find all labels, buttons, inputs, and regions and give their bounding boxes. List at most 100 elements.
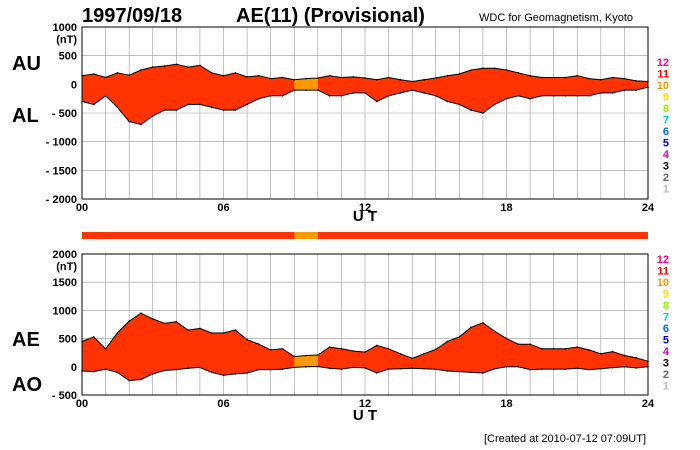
x-tick-label: 18 [500, 398, 512, 410]
data-point-au [258, 74, 260, 77]
data-point-ao [140, 378, 142, 381]
strip-segment-highlight [294, 232, 318, 239]
area-fill [82, 313, 648, 381]
data-point-au [493, 67, 496, 70]
data-point-ae [411, 357, 414, 360]
y-tick-label: - 2000 [46, 194, 77, 206]
area-fill-highlight [294, 78, 318, 91]
data-point-au [128, 74, 130, 76]
data-point-au [222, 74, 225, 77]
station-count-label: 5 [663, 335, 669, 347]
station-count-label: 2 [663, 172, 669, 184]
y-tick-label: 1000 [53, 305, 77, 317]
data-point-au [588, 77, 590, 80]
station-count-label: 6 [663, 126, 669, 138]
data-point-al [352, 92, 355, 94]
data-point-ao [435, 368, 437, 371]
data-point-ao [305, 366, 307, 368]
data-point-ao [210, 371, 213, 374]
data-point-ae [635, 357, 637, 359]
data-point-al [493, 103, 496, 106]
data-point-al [564, 95, 567, 97]
strip-segment [82, 232, 648, 239]
data-point-al [635, 89, 637, 91]
station-count-label: 3 [663, 161, 669, 173]
data-point-al [623, 89, 626, 91]
data-point-al [376, 100, 378, 103]
data-point-ae [517, 343, 520, 346]
data-point-au [269, 77, 272, 80]
data-point-ae [446, 340, 449, 343]
x-tick-label: 12 [359, 398, 371, 410]
data-point-ao [340, 368, 343, 370]
data-point-ae [187, 329, 189, 331]
data-point-al [234, 109, 237, 111]
data-point-au [387, 76, 390, 79]
data-point-al [281, 95, 284, 97]
data-point-ae [340, 348, 343, 350]
data-point-al [387, 95, 390, 97]
data-point-au [564, 76, 567, 79]
data-point-al [588, 95, 590, 97]
data-point-ae [246, 338, 248, 341]
y-tick-label: 0 [71, 362, 77, 374]
data-point-al [152, 115, 154, 117]
data-point-al [529, 97, 531, 100]
data-point-ae [458, 336, 461, 338]
data-point-ao [387, 368, 390, 370]
station-count-label: 11 [657, 69, 669, 81]
data-point-ae [317, 354, 319, 356]
station-count-label: 9 [663, 289, 669, 301]
station-count-label: 1 [663, 381, 669, 393]
date-title: 1997/09/18 [82, 5, 182, 27]
data-point-ae [611, 350, 614, 353]
data-point-ao [199, 366, 201, 369]
data-point-au [458, 73, 461, 75]
data-point-al [187, 103, 189, 106]
data-point-ao [423, 368, 425, 370]
data-point-ao [269, 368, 272, 371]
data-point-au [140, 69, 142, 71]
data-point-ao [517, 366, 520, 368]
data-point-ao [187, 367, 189, 370]
y-unit-label: (nT) [56, 261, 77, 273]
station-count-label: 11 [657, 266, 669, 278]
y-tick-label: 0 [71, 79, 77, 91]
x-tick-label: 06 [217, 202, 229, 214]
data-point-ao [564, 368, 567, 370]
data-point-ao [505, 366, 508, 368]
data-point-ao [541, 368, 543, 370]
data-point-au [600, 78, 602, 81]
station-count-label: 1 [663, 184, 669, 196]
data-point-au [399, 78, 402, 81]
data-point-ao [93, 370, 95, 373]
data-point-al [505, 97, 508, 100]
station-count-label: 12 [657, 254, 669, 266]
data-point-au [552, 76, 555, 79]
x-tick-label: 24 [642, 398, 655, 410]
station-count-label: 6 [663, 323, 669, 335]
data-point-ae [305, 354, 307, 357]
data-point-al [411, 89, 414, 91]
y-tick-label: 1500 [53, 277, 77, 289]
data-point-au [234, 72, 237, 74]
data-point-ao [175, 368, 178, 371]
data-point-au [187, 66, 189, 68]
data-point-ao [576, 367, 579, 370]
data-point-ae [588, 349, 590, 351]
data-point-ao [258, 368, 260, 371]
data-point-ae [281, 348, 284, 350]
data-point-au [152, 66, 154, 68]
data-point-ao [128, 379, 130, 382]
data-point-al [435, 95, 437, 97]
data-point-au [635, 80, 637, 82]
data-point-al [423, 92, 425, 94]
data-point-ae [482, 322, 484, 324]
data-point-ae [541, 348, 543, 350]
data-point-ae [328, 346, 331, 348]
data-point-ae [104, 348, 107, 350]
data-point-ao [352, 366, 355, 369]
data-point-ao [317, 365, 319, 368]
data-point-ae [470, 326, 472, 329]
data-point-ae [258, 343, 260, 346]
